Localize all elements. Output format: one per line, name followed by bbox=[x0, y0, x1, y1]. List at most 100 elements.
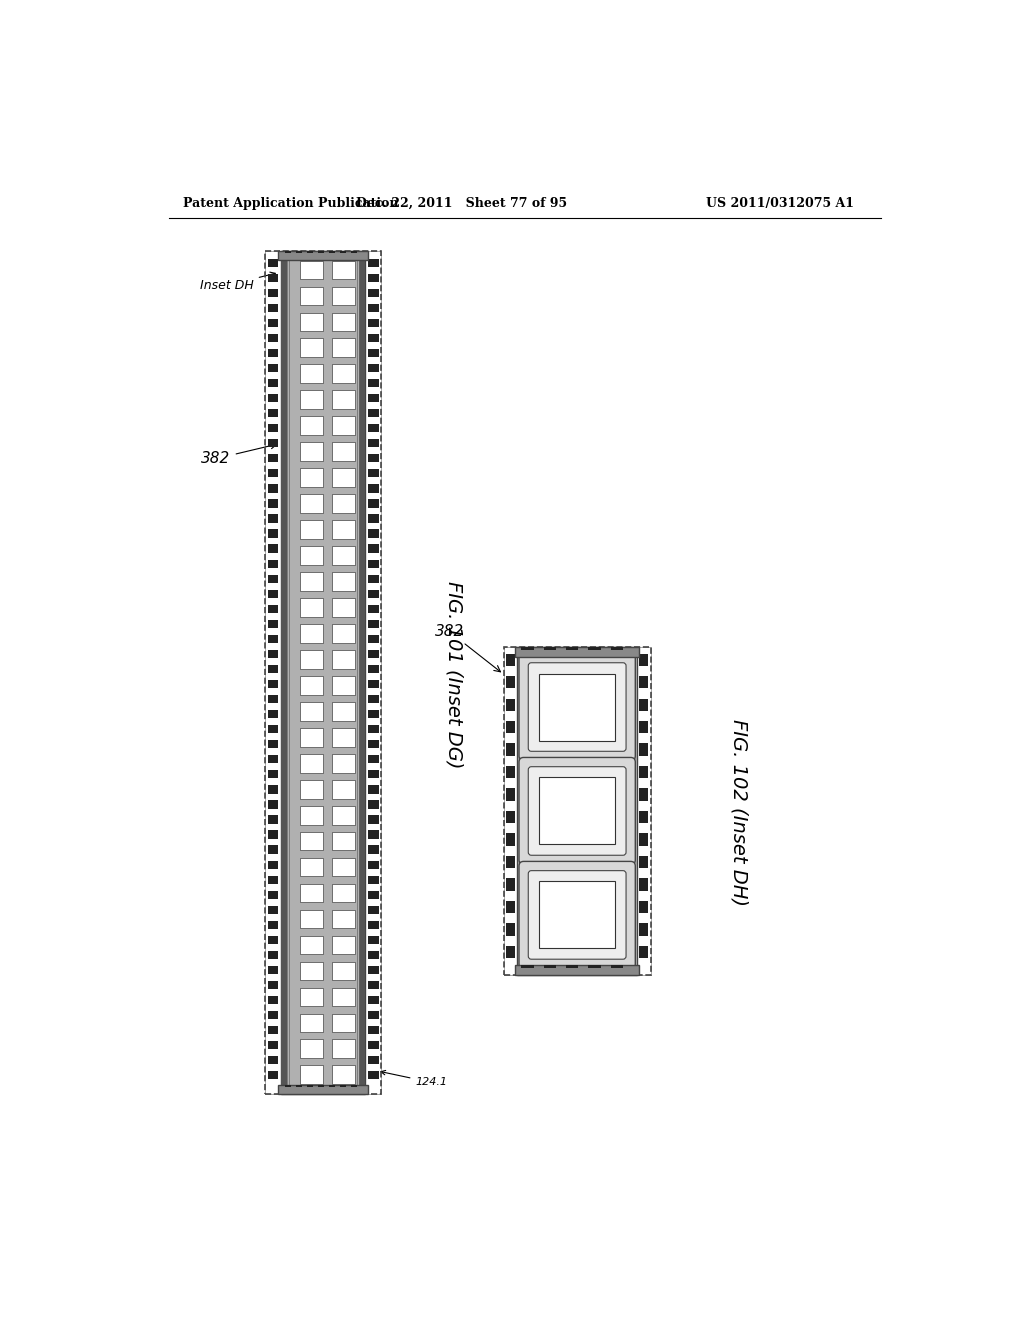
Bar bbox=[296, 251, 302, 253]
Bar bbox=[329, 1085, 335, 1088]
Bar bbox=[300, 676, 323, 694]
Bar bbox=[332, 858, 355, 876]
Bar bbox=[300, 727, 323, 747]
Bar bbox=[368, 348, 379, 358]
Bar bbox=[332, 909, 355, 928]
Bar bbox=[300, 936, 323, 954]
Bar bbox=[368, 665, 379, 673]
FancyBboxPatch shape bbox=[519, 758, 635, 865]
Bar bbox=[300, 702, 323, 721]
Bar bbox=[368, 785, 379, 793]
Bar bbox=[306, 1085, 313, 1088]
Bar bbox=[300, 286, 323, 305]
Bar bbox=[267, 409, 279, 417]
Bar bbox=[267, 680, 279, 688]
Bar bbox=[368, 741, 379, 748]
Bar bbox=[368, 966, 379, 974]
FancyBboxPatch shape bbox=[528, 871, 626, 960]
Bar bbox=[332, 1039, 355, 1059]
Bar bbox=[300, 313, 323, 331]
Bar bbox=[300, 260, 323, 280]
Bar bbox=[521, 965, 534, 968]
Bar bbox=[300, 338, 323, 358]
Bar bbox=[368, 484, 379, 492]
Text: Dec. 22, 2011   Sheet 77 of 95: Dec. 22, 2011 Sheet 77 of 95 bbox=[356, 197, 567, 210]
Bar bbox=[639, 721, 648, 734]
Bar bbox=[267, 529, 279, 537]
Bar bbox=[506, 743, 515, 756]
Bar bbox=[332, 391, 355, 409]
Bar bbox=[368, 845, 379, 854]
Bar bbox=[332, 494, 355, 513]
Bar bbox=[506, 902, 515, 913]
Bar bbox=[300, 1014, 323, 1032]
Bar bbox=[368, 770, 379, 779]
Bar bbox=[267, 997, 279, 1005]
Bar bbox=[610, 965, 623, 968]
Bar bbox=[332, 754, 355, 772]
Bar bbox=[267, 921, 279, 929]
Bar bbox=[368, 725, 379, 734]
Bar bbox=[267, 574, 279, 583]
Bar bbox=[300, 469, 323, 487]
Bar bbox=[368, 318, 379, 327]
Bar bbox=[368, 1026, 379, 1035]
Bar bbox=[332, 469, 355, 487]
Bar bbox=[267, 741, 279, 748]
Bar bbox=[300, 858, 323, 876]
Bar bbox=[350, 1085, 357, 1088]
Bar bbox=[368, 875, 379, 884]
Bar bbox=[539, 777, 615, 845]
Text: 382: 382 bbox=[435, 624, 501, 672]
Bar bbox=[368, 605, 379, 612]
Bar bbox=[368, 273, 379, 282]
Bar bbox=[566, 965, 579, 968]
Bar bbox=[332, 313, 355, 331]
Bar bbox=[267, 981, 279, 989]
Bar bbox=[332, 987, 355, 1006]
Bar bbox=[639, 766, 648, 779]
Bar bbox=[306, 251, 313, 253]
Bar bbox=[340, 251, 346, 253]
Bar bbox=[332, 364, 355, 383]
Bar bbox=[300, 883, 323, 903]
Bar bbox=[285, 251, 291, 253]
Bar bbox=[506, 788, 515, 801]
Text: US 2011/0312075 A1: US 2011/0312075 A1 bbox=[707, 197, 854, 210]
Bar bbox=[267, 318, 279, 327]
Bar bbox=[368, 590, 379, 598]
Bar bbox=[300, 909, 323, 928]
Bar bbox=[506, 676, 515, 688]
Bar bbox=[368, 1011, 379, 1019]
Bar bbox=[267, 1056, 279, 1064]
Bar bbox=[332, 676, 355, 694]
Bar bbox=[506, 855, 515, 869]
Bar bbox=[539, 882, 615, 949]
Bar bbox=[300, 780, 323, 799]
FancyBboxPatch shape bbox=[519, 653, 635, 760]
Bar bbox=[504, 647, 650, 974]
Bar bbox=[639, 902, 648, 913]
Bar bbox=[300, 364, 323, 383]
Bar bbox=[332, 260, 355, 280]
Bar bbox=[267, 710, 279, 718]
Bar bbox=[639, 833, 648, 846]
Bar bbox=[506, 810, 515, 824]
Bar bbox=[368, 289, 379, 297]
Bar bbox=[267, 364, 279, 372]
Bar bbox=[300, 520, 323, 539]
Text: 382: 382 bbox=[202, 442, 276, 466]
Bar bbox=[368, 334, 379, 342]
Bar bbox=[267, 544, 279, 553]
Bar bbox=[267, 454, 279, 462]
Bar bbox=[517, 647, 637, 974]
Bar bbox=[639, 653, 648, 665]
Bar bbox=[267, 379, 279, 387]
Bar bbox=[368, 515, 379, 523]
Bar bbox=[504, 647, 517, 974]
Text: 124.1: 124.1 bbox=[381, 1071, 447, 1088]
Bar bbox=[281, 251, 287, 1094]
Bar bbox=[368, 259, 379, 267]
Bar bbox=[267, 334, 279, 342]
Bar bbox=[300, 572, 323, 591]
